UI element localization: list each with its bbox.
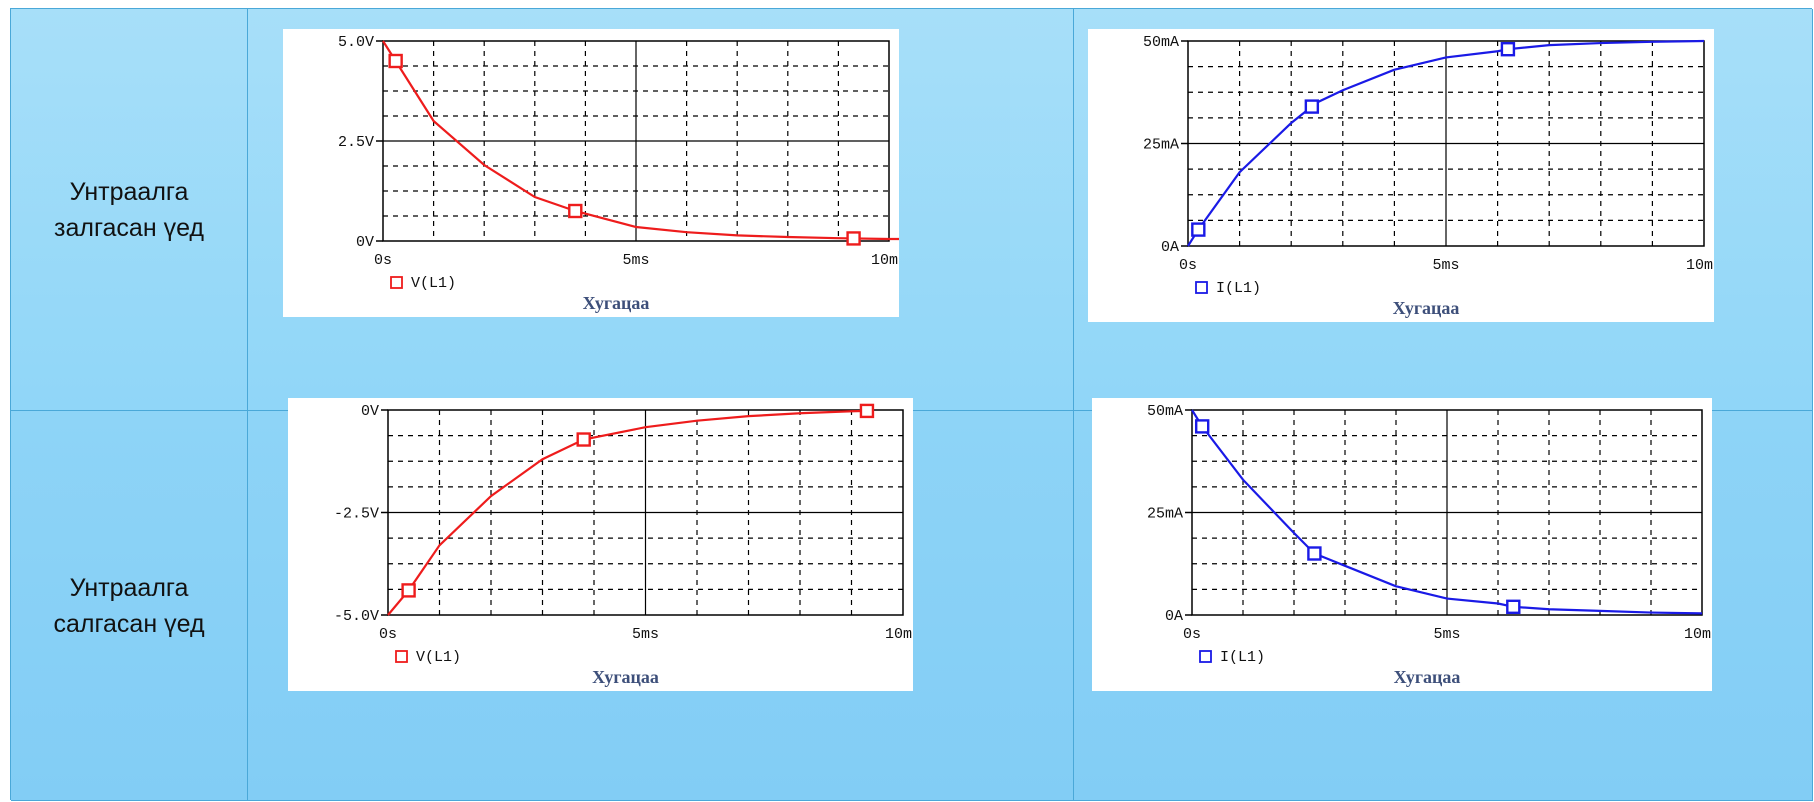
comparison-table: Унтраалга залгасан үед 0V 2.5V 5.0V 0s 5ms 10… — [10, 8, 1813, 801]
x-tick-label: 5ms — [1432, 257, 1459, 274]
current-chart-off: 0A 25mA 50mA 0s 5ms 10ms I(L1) Хугацаа — [1092, 398, 1712, 691]
chart-cell: 0A 25mA 50mA 0s 5ms 10ms I(L1) Хугацаа — [1074, 398, 1813, 801]
x-tick-label: 0s — [1179, 257, 1197, 274]
chart-cell: 0V 2.5V 5.0V 0s 5ms 10ms V(L1) Хугацаа — [248, 9, 1074, 411]
series-marker — [401, 583, 416, 598]
chart-svg: 0V 2.5V 5.0V 0s 5ms 10ms V(L1) Хугацаа — [338, 34, 899, 313]
y-tick-label: 25mA — [1147, 506, 1183, 523]
row-label-line2: залгасан үед — [53, 213, 205, 242]
chart-svg: 0A 25mA 50mA 0s 5ms 10ms I(L1) Хугацаа — [1147, 403, 1712, 687]
legend-marker — [390, 276, 403, 289]
series-marker — [859, 403, 875, 419]
legend-marker — [1195, 281, 1208, 294]
series-marker — [388, 53, 403, 69]
y-tick-label: 0A — [1161, 239, 1179, 256]
legend-label: V(L1) — [416, 649, 461, 666]
series-marker — [846, 231, 861, 246]
row-label: Унтраалга залгасан үед — [11, 174, 247, 246]
x-tick-label: 0s — [1183, 626, 1201, 643]
voltage-chart-off: -5.0V -2.5V 0V 0s 5ms 10ms V(L1) Хугацаа — [288, 398, 913, 691]
x-axis-label: Хугацаа — [1394, 667, 1461, 687]
chart-cell: 0A 25mA 50mA 0s 5ms 10ms I(L1) Хугацаа — [1074, 9, 1813, 411]
x-tick-label: 10ms — [1684, 626, 1712, 643]
x-tick-label: 10ms — [1686, 257, 1714, 274]
legend-marker — [395, 650, 408, 663]
y-tick-label: 25mA — [1143, 137, 1179, 154]
series-line — [1191, 409, 1703, 615]
y-tick-label: 2.5V — [338, 134, 374, 151]
x-tick-label: 0s — [374, 252, 392, 269]
row-label-line1: Унтраалга — [69, 573, 189, 602]
series-marker — [1304, 99, 1320, 114]
x-tick-label: 5ms — [622, 252, 649, 269]
row-label-line1: Унтраалга — [69, 177, 189, 206]
series-marker — [1500, 41, 1516, 57]
legend-label: V(L1) — [411, 275, 456, 292]
y-tick-label: -2.5V — [334, 506, 379, 523]
series-marker — [1194, 419, 1210, 434]
series-line — [387, 409, 873, 616]
x-tick-label: 5ms — [1433, 626, 1460, 643]
series-marker — [576, 432, 591, 447]
legend-label: I(L1) — [1216, 280, 1261, 297]
series-line — [1187, 39, 1705, 247]
x-tick-label: 10ms — [885, 626, 913, 643]
x-tick-label: 10ms — [871, 252, 899, 269]
y-tick-label: 0V — [356, 234, 374, 251]
series-marker — [1506, 599, 1521, 615]
series-line — [382, 40, 899, 241]
current-chart-on: 0A 25mA 50mA 0s 5ms 10ms I(L1) Хугацаа — [1088, 29, 1714, 322]
y-tick-label: 0A — [1165, 608, 1183, 625]
chart-svg: 0A 25mA 50mA 0s 5ms 10ms I(L1) Хугацаа — [1143, 34, 1714, 318]
x-axis-label: Хугацаа — [1393, 298, 1460, 318]
x-axis-label: Хугацаа — [592, 667, 659, 687]
y-tick-label: 50mA — [1147, 403, 1183, 420]
series-marker — [1307, 546, 1322, 561]
row-label-cell: Унтраалга салгасан үед — [11, 411, 248, 801]
y-tick-label: 5.0V — [338, 34, 374, 51]
y-tick-label: 0V — [361, 403, 379, 420]
chart-cell: -5.0V -2.5V 0V 0s 5ms 10ms V(L1) Хугацаа — [248, 398, 1074, 801]
x-tick-label: 5ms — [632, 626, 659, 643]
y-tick-label: 50mA — [1143, 34, 1179, 51]
x-tick-label: 0s — [379, 626, 397, 643]
legend-label: I(L1) — [1220, 649, 1265, 666]
row-label-cell: Унтраалга залгасан үед — [11, 9, 248, 411]
y-tick-label: -5.0V — [334, 608, 379, 625]
row-label: Унтраалга салгасан үед — [11, 570, 247, 642]
series-marker — [568, 203, 583, 219]
x-axis-label: Хугацаа — [583, 293, 650, 313]
series-marker — [1191, 222, 1206, 237]
legend-marker — [1199, 650, 1212, 663]
chart-svg: -5.0V -2.5V 0V 0s 5ms 10ms V(L1) Хугацаа — [334, 403, 913, 687]
voltage-chart-on: 0V 2.5V 5.0V 0s 5ms 10ms V(L1) Хугацаа — [283, 29, 899, 317]
row-label-line2: салгасан үед — [53, 609, 205, 638]
